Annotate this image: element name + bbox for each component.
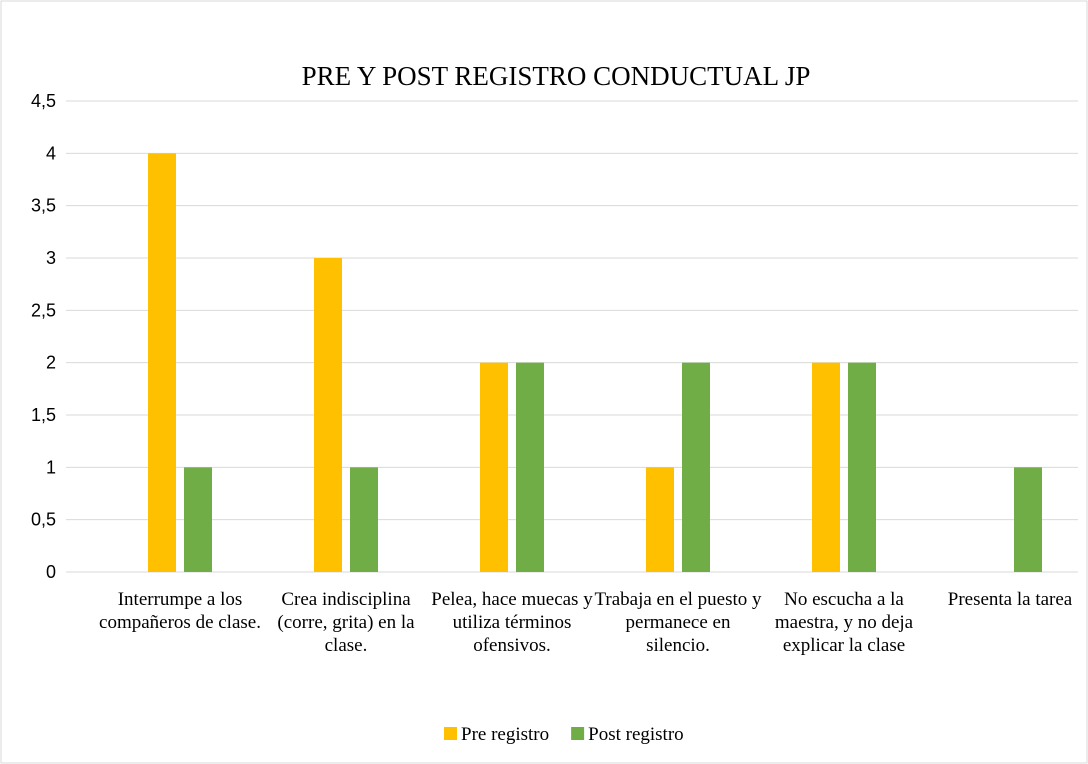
legend-label: Pre registro: [461, 724, 549, 745]
bar: [184, 467, 212, 572]
bar: [682, 362, 710, 572]
y-tick-label: 2: [46, 353, 56, 373]
y-tick-label: 3: [46, 248, 56, 268]
x-tick-label: No escucha a la maestra, y no deja expli…: [774, 589, 914, 656]
bar: [848, 362, 876, 572]
bar: [148, 153, 176, 573]
chart-title: PRE Y POST REGISTRO CONDUCTUAL JP: [302, 61, 811, 91]
bar: [314, 258, 342, 572]
x-tick-label: Trabaja en el puesto y permanece en sile…: [594, 589, 762, 656]
y-tick-label: 0: [46, 562, 56, 582]
legend-swatch: [571, 727, 585, 740]
y-tick-label: 4,5: [31, 91, 56, 111]
y-tick-label: 1: [46, 457, 56, 477]
bar: [1014, 467, 1042, 572]
bar: [350, 467, 378, 572]
legend-label: Post registro: [588, 724, 684, 745]
bar: [812, 362, 840, 572]
y-tick-label: 4: [46, 143, 56, 163]
x-tick-label: Interrumpe a los compañeros de clase.: [99, 589, 261, 633]
y-tick-label: 1,5: [31, 405, 56, 425]
x-tick-label: Pelea, hace muecas y utiliza términos of…: [431, 589, 593, 656]
x-tick-label: Presenta la tarea: [947, 589, 1073, 610]
bar: [516, 362, 544, 572]
y-tick-label: 0,5: [31, 510, 56, 530]
legend-swatch: [444, 727, 457, 740]
bar: [480, 362, 508, 572]
x-tick-label: Crea indisciplina (corre, grita) en la c…: [277, 589, 415, 656]
y-tick-label: 3,5: [31, 196, 56, 216]
y-tick-label: 2,5: [31, 300, 56, 320]
bar: [646, 467, 674, 572]
